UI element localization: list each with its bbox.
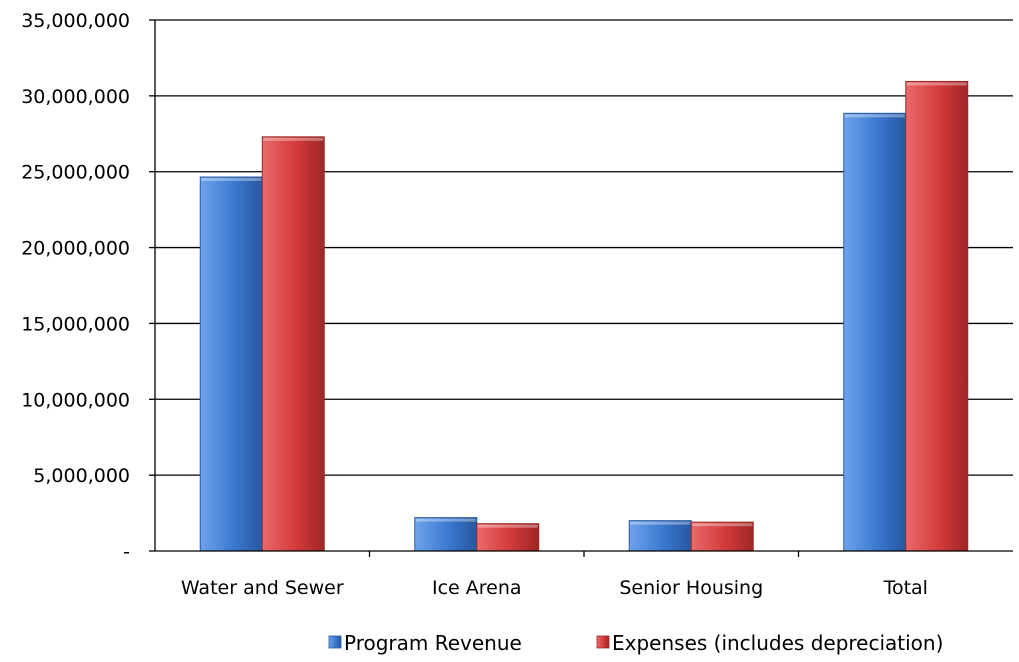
y-tick-label: - xyxy=(123,541,130,563)
bar-program-revenue xyxy=(199,176,263,552)
legend-label: Program Revenue xyxy=(344,631,522,655)
x-tick-label: Total xyxy=(883,577,928,599)
bar xyxy=(476,523,540,552)
legend-swatch xyxy=(596,635,610,649)
bar-highlight xyxy=(201,178,262,182)
bar xyxy=(261,136,325,552)
legend-label: Expenses (includes depreciation) xyxy=(612,631,943,655)
bar xyxy=(905,80,969,552)
y-tick-label: 25,000,000 xyxy=(21,162,130,184)
bar xyxy=(199,176,263,552)
y-tick-label: 5,000,000 xyxy=(33,465,130,487)
bar-highlight xyxy=(906,82,967,86)
bar-expenses xyxy=(905,80,969,552)
bar-highlight xyxy=(692,523,753,527)
y-axis-ticks: - 5,000,000 10,000,000 15,000,000 20,000,000… xyxy=(21,10,155,563)
bar-program-revenue xyxy=(628,520,692,552)
bar-highlight xyxy=(415,518,476,522)
y-tick-label: 15,000,000 xyxy=(21,313,130,335)
bar-program-revenue xyxy=(843,112,907,552)
bar xyxy=(628,520,692,552)
bar-highlight xyxy=(477,524,538,528)
bar-expenses xyxy=(690,521,754,552)
legend-item: Program Revenue xyxy=(328,631,522,655)
bars xyxy=(199,80,969,552)
x-axis-labels: Water and Sewer Ice Arena Senior Housing To… xyxy=(181,577,928,599)
bar xyxy=(843,112,907,552)
bar-highlight xyxy=(630,521,691,525)
bar xyxy=(414,517,478,552)
y-tick-label: 10,000,000 xyxy=(21,389,130,411)
bar-highlight xyxy=(844,114,905,118)
legend-item: Expenses (includes depreciation) xyxy=(596,631,943,655)
x-tick-label: Senior Housing xyxy=(619,577,763,599)
legend-swatch xyxy=(328,635,342,649)
y-tick-label: 35,000,000 xyxy=(21,10,130,32)
legend: Program Revenue Expenses (includes deprec… xyxy=(328,631,943,655)
y-tick-label: 30,000,000 xyxy=(21,86,130,108)
x-tick-label: Water and Sewer xyxy=(181,577,344,599)
bar xyxy=(690,521,754,552)
axes xyxy=(154,20,1013,557)
x-tick-label: Ice Arena xyxy=(432,577,522,599)
y-tick-label: 20,000,000 xyxy=(21,238,130,260)
bar-program-revenue xyxy=(414,517,478,552)
bar-expenses xyxy=(261,136,325,552)
bar-expenses xyxy=(476,523,540,552)
bar-highlight xyxy=(263,137,324,141)
